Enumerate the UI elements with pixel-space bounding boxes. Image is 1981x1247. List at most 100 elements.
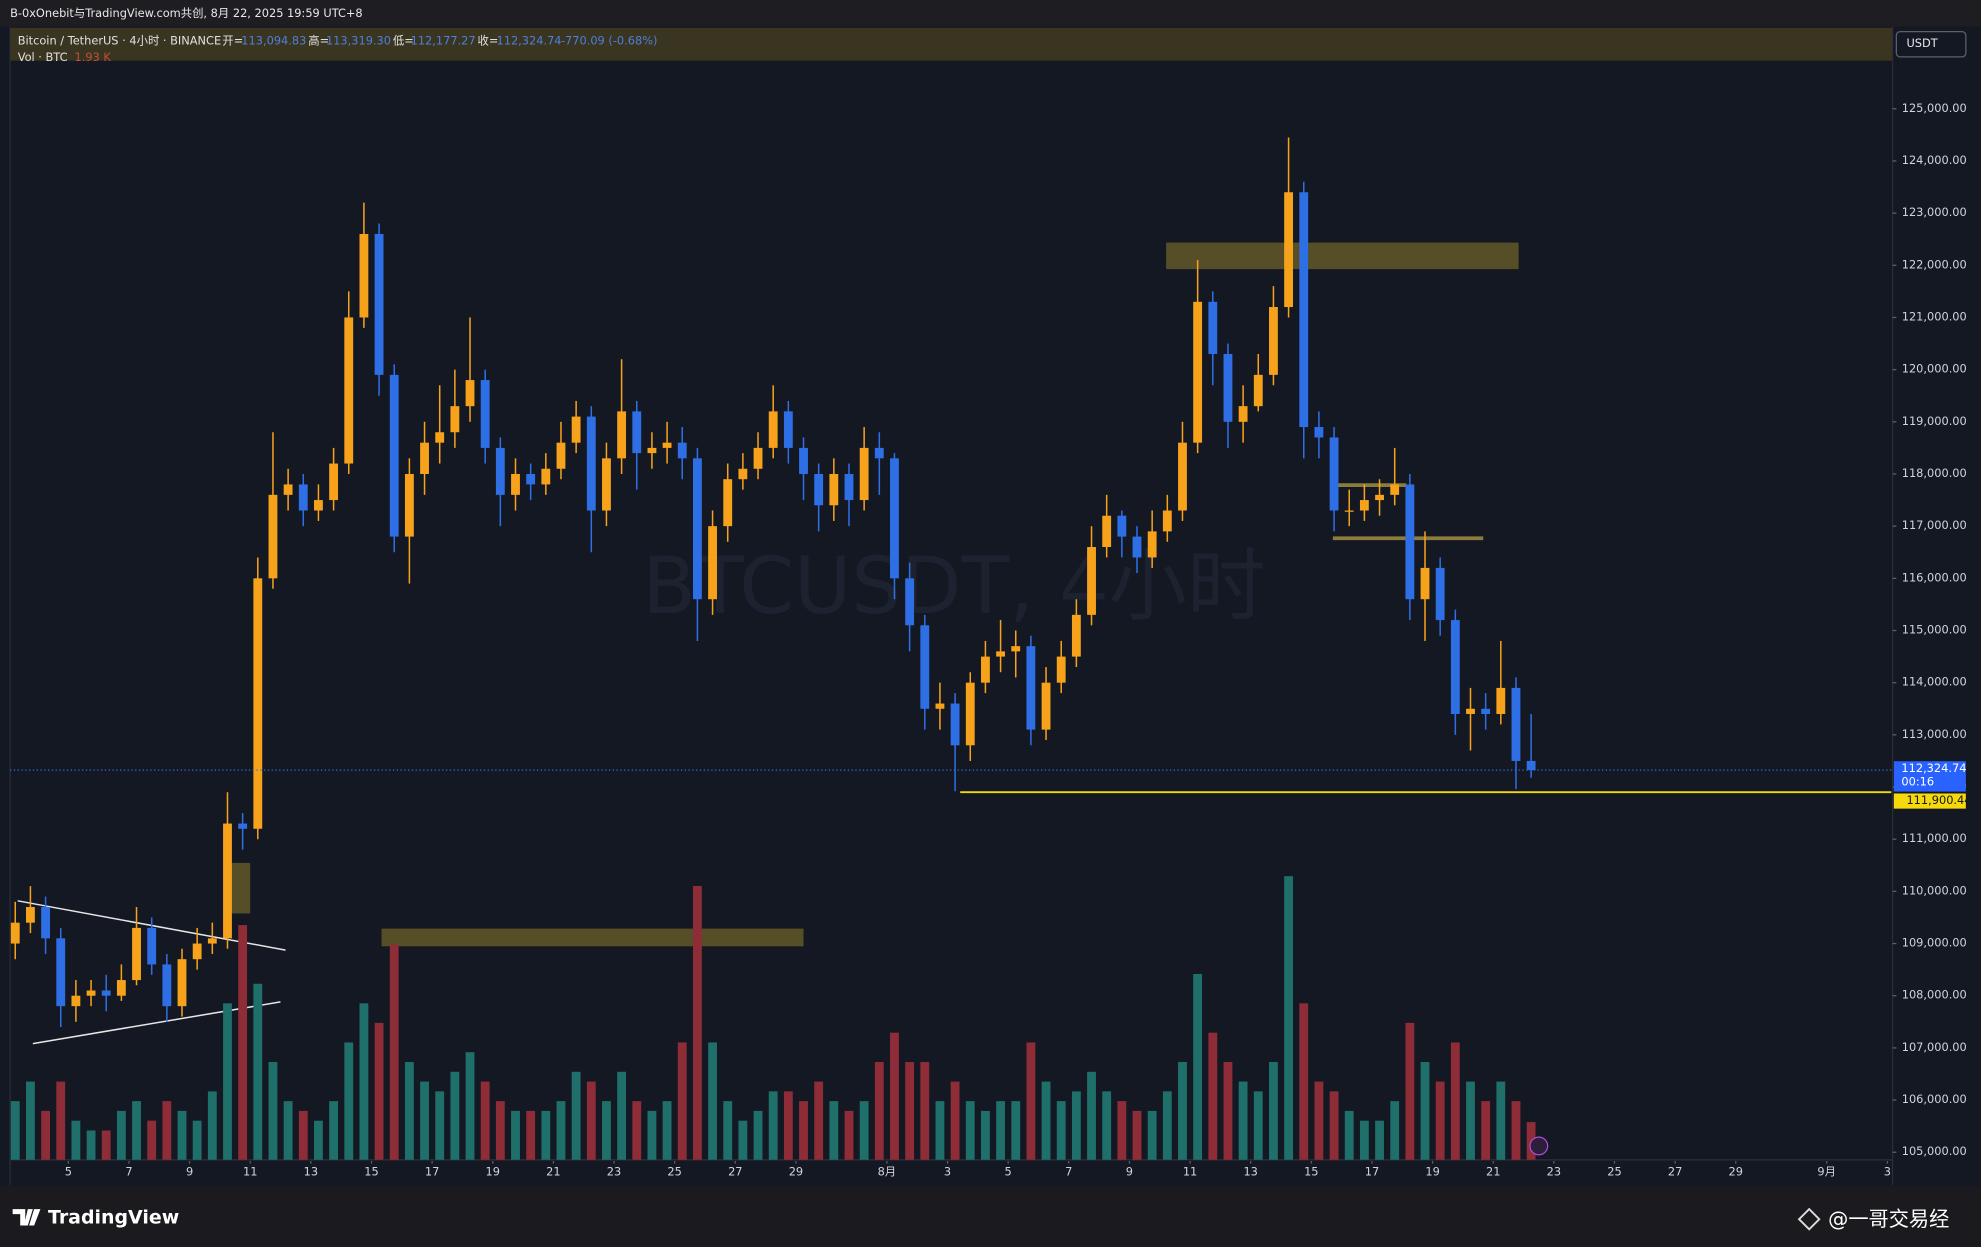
candle-body [1390,484,1400,495]
alert-icon[interactable] [1529,1136,1549,1156]
candle-body [874,447,884,459]
candle-body [859,447,869,501]
last-price-label: 112,324.74 [1901,761,1966,775]
volume-bar [799,1101,808,1160]
y-tick-label: 121,000.00 [1902,309,1967,323]
volume-bar [495,1101,505,1160]
x-tick-label: 17 [1365,1164,1379,1178]
volume-bar [132,1101,141,1160]
volume-bar [1420,1062,1430,1160]
volume-bar [101,1130,111,1160]
volume-bar [71,1120,81,1160]
candle-body [435,432,445,443]
candle-body [1223,353,1233,422]
volume-bar [404,1062,414,1160]
y-tick-label: 109,000.00 [1902,936,1967,950]
y-tick-label: 124,000.00 [1902,153,1967,167]
volume-bar [41,1110,51,1160]
candle-body [1132,536,1142,558]
volume-bar [329,1101,339,1160]
volume-bar [344,1042,354,1160]
candle-body [450,406,460,433]
volume-value: 1.93 K [75,50,112,64]
volume-bar [1405,1022,1415,1160]
candle-body [723,479,733,527]
x-tick-label: 5 [65,1164,72,1178]
x-tick-label: 25 [1607,1164,1621,1178]
x-tick-label: 3 [944,1164,951,1178]
candle-body [1178,442,1187,511]
currency-box[interactable] [1895,30,1967,58]
volume-bar [1375,1120,1384,1160]
y-tick-label: 106,000.00 [1902,1092,1967,1106]
x-tick-label: 15 [364,1164,378,1178]
candle-body [1253,374,1263,407]
candle-body [1238,406,1248,422]
volume-bar [692,885,702,1160]
candle-body [1026,646,1036,730]
x-tick-label: 17 [425,1164,439,1178]
candle-body [799,447,808,474]
candle-body [1359,500,1369,511]
candle-body [1011,646,1021,652]
volume-bar [1102,1091,1112,1160]
volume-bar [1147,1110,1157,1160]
x-tick-label: 9 [1126,1164,1133,1178]
zone [381,928,804,947]
volume-bar [1011,1101,1021,1160]
candle-body [1405,484,1415,600]
volume-bar [526,1110,536,1160]
candle-body [132,927,141,981]
candle-body [1269,307,1278,375]
x-tick-label: 19 [1425,1164,1439,1178]
volume-bar [162,1101,172,1160]
candle-body [495,447,505,495]
volume-bar [965,1101,975,1160]
candle-body [162,964,172,1007]
volume-bar [450,1071,460,1160]
volume-bar [753,1110,763,1160]
countdown: 00:16 [1901,775,1934,789]
candle-body [950,703,960,746]
candle-body [389,374,399,537]
volume-bar [207,1091,217,1160]
volume-bar [10,1101,20,1160]
ohlc-value: 112,177.27 [411,34,476,48]
candle-body [829,473,839,506]
currency: USDT [1906,36,1937,50]
candle-body [905,578,915,626]
candle-body [1102,515,1112,548]
candle-body [404,473,414,537]
volume-bar [1117,1101,1127,1160]
candle-body [1314,427,1324,438]
volume-bar [480,1081,490,1160]
volume-bar [859,1101,869,1160]
candle-body [1056,656,1066,683]
volume-bar [1435,1081,1445,1160]
top-bar-text: B-0xOnebit与TradingView.com共创, 8月 22, 202… [10,6,363,20]
volume-bar [1041,1081,1051,1160]
candle-body [480,380,490,448]
volume-bar [905,1062,915,1160]
candle-body [1375,494,1384,501]
candle-body [1208,301,1218,354]
candle-body [692,458,702,600]
volume-bar [1132,1110,1142,1160]
volume-bar [738,1120,748,1160]
y-tick-label: 117,000.00 [1902,518,1967,532]
candle-body [177,959,187,1007]
x-tick-label: 8月 [878,1164,897,1178]
y-tick-label: 122,000.00 [1902,257,1967,271]
candle-body [965,682,975,746]
y-tick-label: 111,000.00 [1902,831,1967,845]
volume-bar [1481,1101,1491,1160]
level-tag [1893,793,1966,809]
volume-bar [1390,1101,1400,1160]
y-tick-label: 107,000.00 [1902,1040,1967,1054]
volume-bar [1299,1003,1309,1160]
watermark: BTCUSDT, 4小时 [642,541,1265,632]
candle-body [283,484,293,495]
x-tick-label: 11 [1183,1164,1197,1178]
